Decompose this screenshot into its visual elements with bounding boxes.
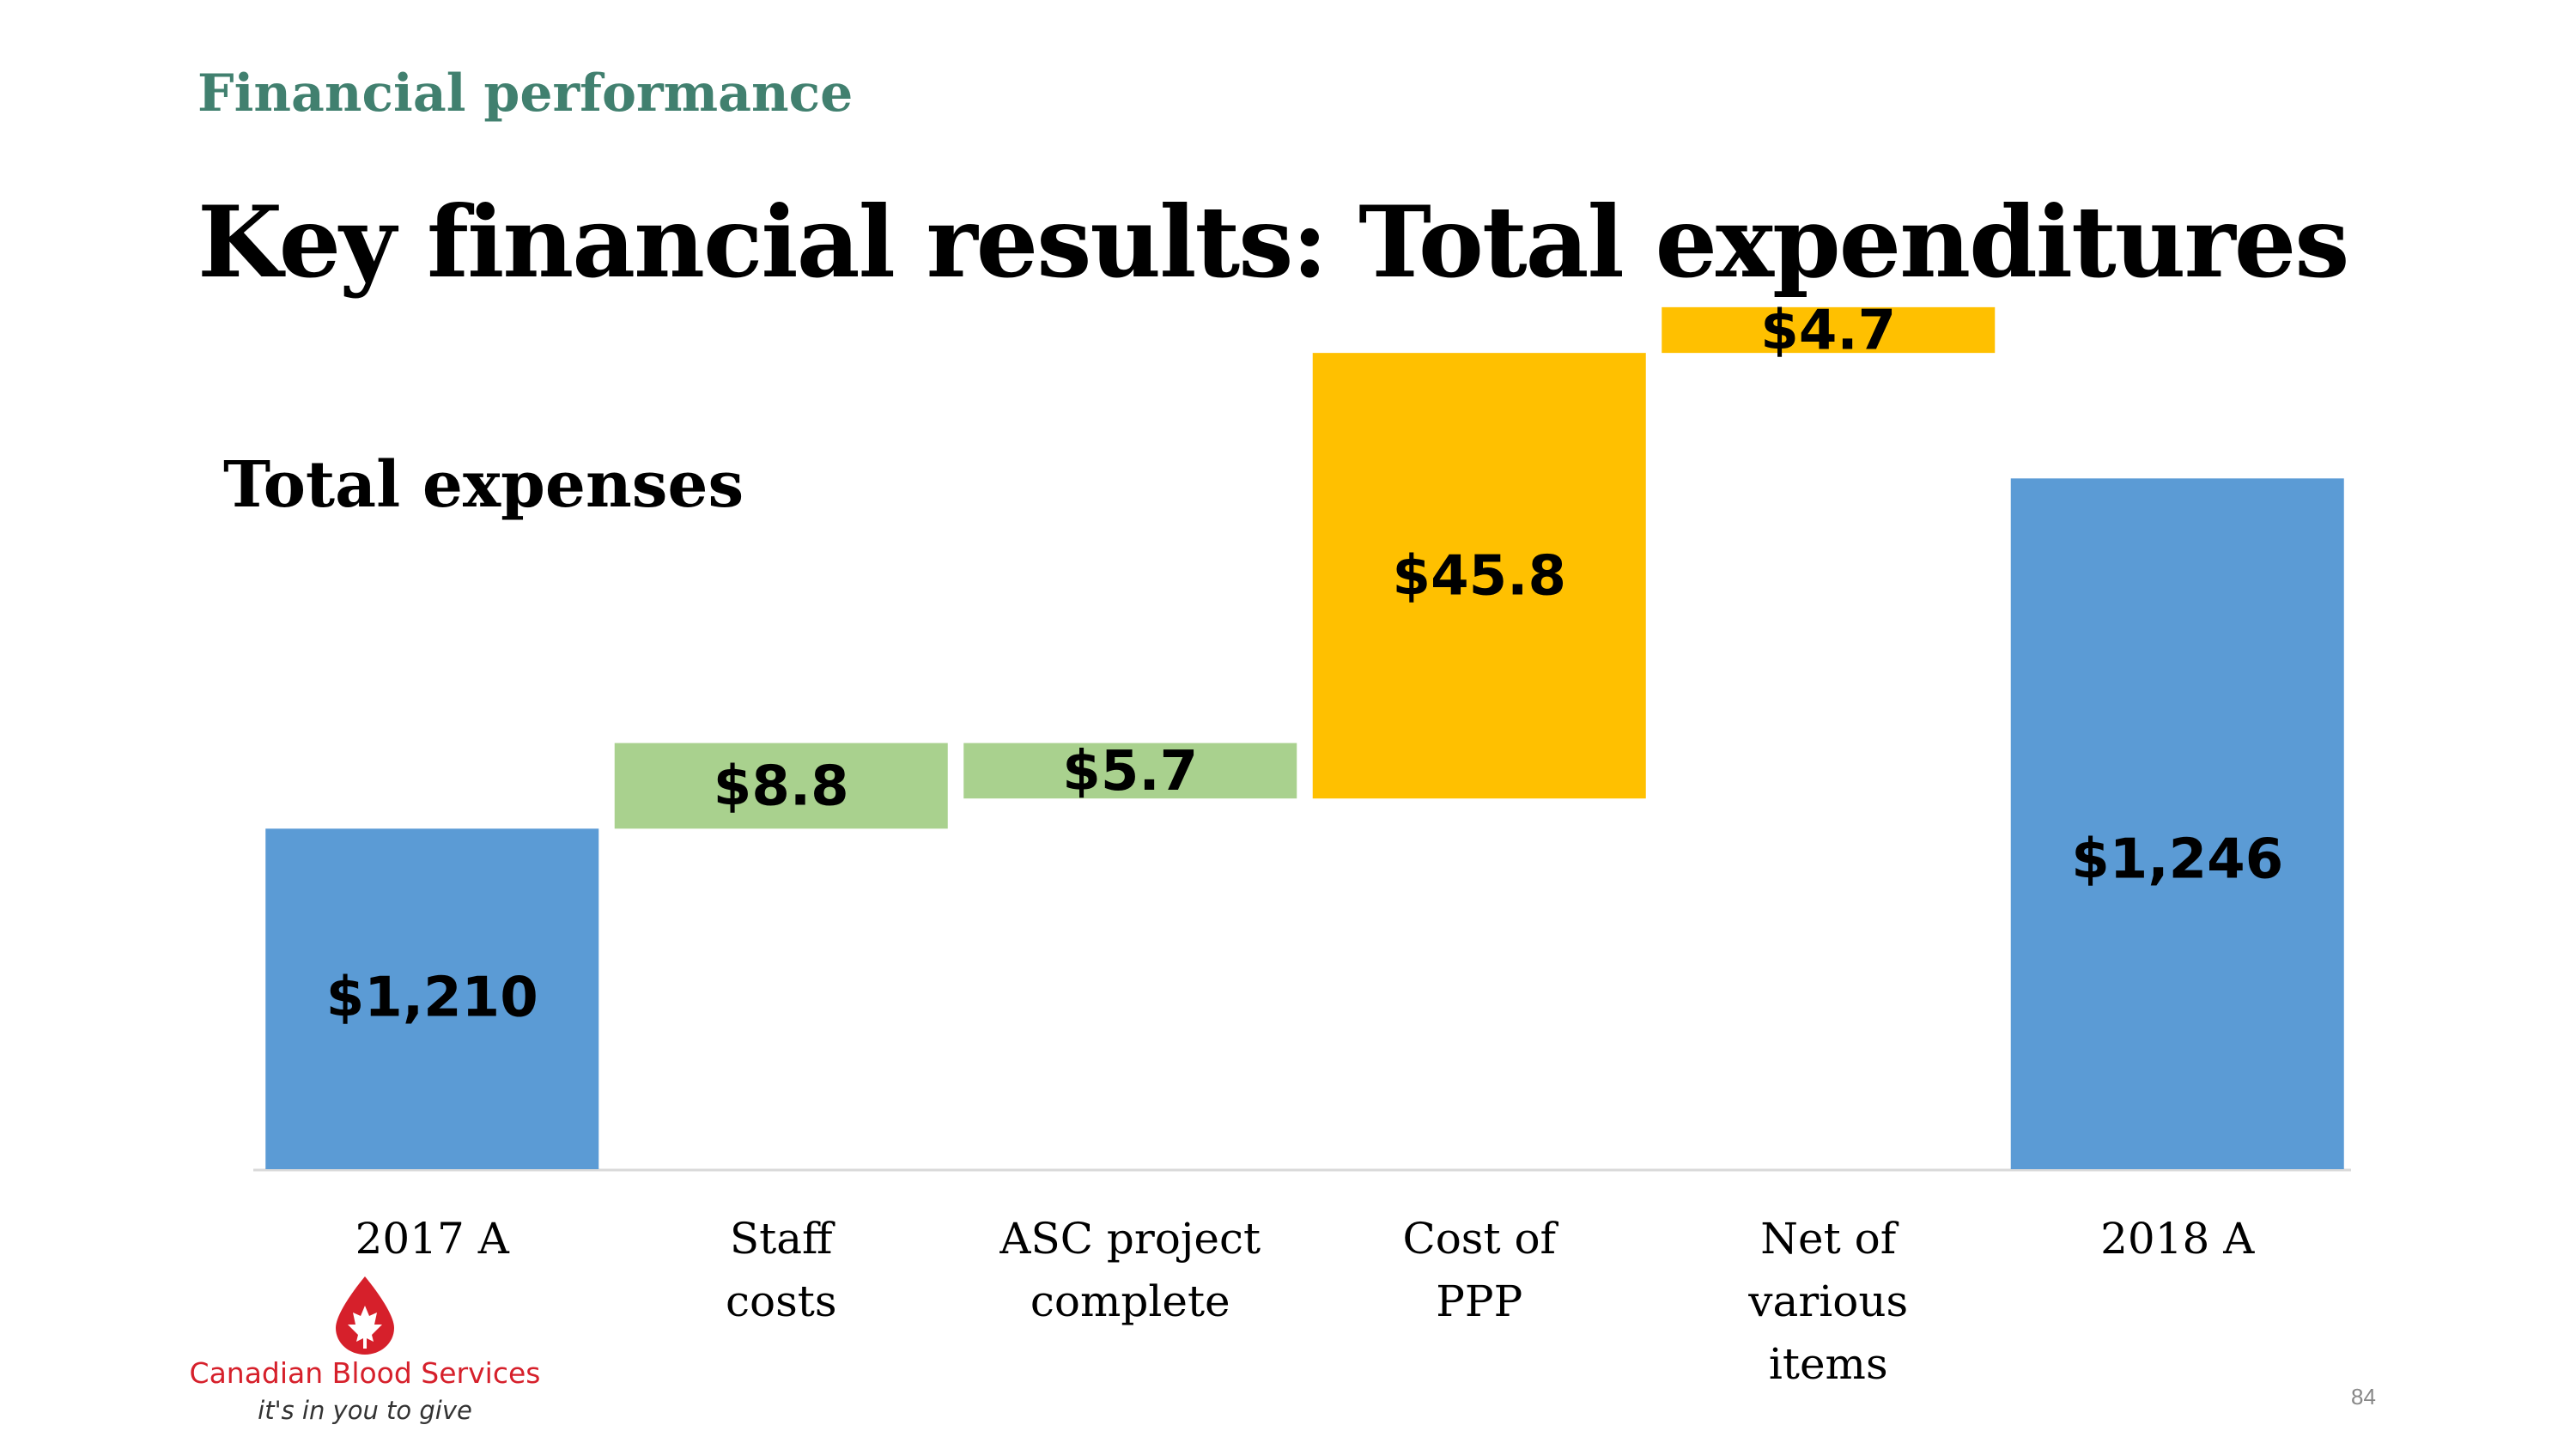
bar-0 bbox=[265, 828, 599, 1169]
category-label-0-0: 2017 A bbox=[355, 1214, 510, 1264]
bar-1 bbox=[614, 743, 948, 829]
category-label-4-0: Net of bbox=[1760, 1214, 1899, 1264]
blood-drop-maple-leaf-icon bbox=[336, 1276, 394, 1355]
value-label-3: $45.8 bbox=[1393, 545, 1566, 609]
bar-3 bbox=[1312, 353, 1646, 799]
slide-title: Key financial results: Total expenditure… bbox=[197, 185, 2349, 300]
category-label-1-1: costs bbox=[726, 1276, 837, 1326]
bar-2 bbox=[963, 743, 1297, 799]
canadian-blood-services-logo: Canadian Blood Services it's in you to g… bbox=[185, 1275, 545, 1438]
category-label-4-2: items bbox=[1769, 1339, 1888, 1389]
page-number: 84 bbox=[2351, 1384, 2376, 1410]
value-label-2: $5.7 bbox=[1062, 740, 1198, 803]
category-label-2-0: ASC project bbox=[999, 1214, 1261, 1264]
category-label-4-1: various bbox=[1747, 1276, 1908, 1326]
chart-title: Total expenses bbox=[223, 448, 744, 522]
value-label-5: $1,246 bbox=[2071, 828, 2283, 891]
logo-name: Canadian Blood Services bbox=[189, 1356, 541, 1390]
category-label-3-0: Cost of bbox=[1402, 1214, 1558, 1264]
category-label-5-0: 2018 A bbox=[2100, 1214, 2255, 1264]
category-label-1-0: Staff bbox=[730, 1214, 835, 1264]
section-label: Financial performance bbox=[197, 64, 854, 124]
value-label-4: $4.7 bbox=[1760, 300, 1896, 363]
category-label-3-1: PPP bbox=[1436, 1276, 1522, 1326]
bar-4 bbox=[1662, 306, 1996, 354]
bar-5 bbox=[2010, 478, 2344, 1169]
value-label-1: $8.8 bbox=[714, 755, 849, 818]
logo-tagline: it's in you to give bbox=[258, 1396, 472, 1425]
category-label-2-1: complete bbox=[1030, 1276, 1230, 1326]
value-label-0: $1,210 bbox=[326, 966, 538, 1029]
